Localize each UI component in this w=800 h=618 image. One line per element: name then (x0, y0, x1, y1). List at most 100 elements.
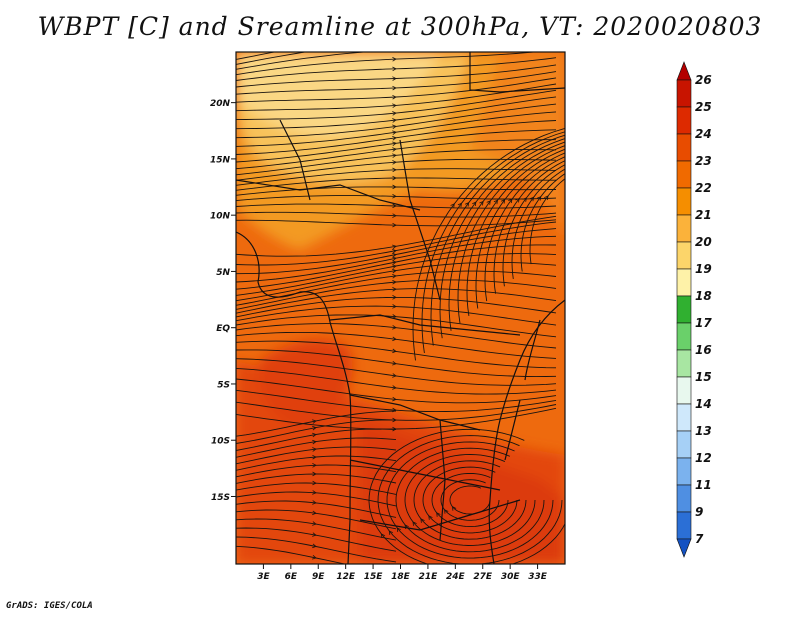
streamline-arrow (412, 521, 417, 526)
y-tick-label: 10N (210, 212, 231, 222)
streamline (484, 156, 565, 302)
streamline-arrow (392, 325, 397, 330)
colorbar-top-triangle (676, 61, 692, 81)
x-tick-label: 18E (391, 572, 411, 582)
y-tick-label: 15S (211, 493, 230, 503)
colorbar-label: 24 (695, 127, 712, 141)
colorbar-segment (676, 322, 692, 351)
streamline (448, 141, 565, 331)
colorbar-label: 9 (695, 505, 703, 519)
y-axis: 20N 15N 10N 5N EQ 5S 10S 15S (210, 99, 236, 503)
zone-north-pale-core (236, 52, 440, 138)
streamline (430, 134, 565, 346)
streamline-arrow (392, 252, 397, 258)
streamline-arrow (420, 518, 425, 523)
streamline-arrow (522, 197, 527, 202)
y-tick-label: 15N (210, 155, 231, 165)
streamline-arrow (392, 244, 397, 250)
streamline-arrow (392, 348, 397, 354)
colorbar-segment (676, 214, 692, 243)
y-tick-label: 5S (217, 380, 230, 390)
x-tick-label: 27E (473, 572, 493, 582)
streamline-arrow (392, 426, 397, 432)
streamline-arrow (392, 194, 397, 199)
streamline-arrow (392, 260, 397, 265)
streamline-arrow (392, 160, 397, 165)
colorbar-segment (676, 511, 692, 540)
streamline-arrow (515, 197, 520, 203)
colorbar-segment (676, 457, 692, 486)
colorbar-label: 25 (695, 100, 712, 114)
streamline-arrow (312, 532, 317, 537)
streamline-arrow (392, 385, 397, 390)
streamline-arrow (479, 200, 484, 206)
colorbar-label: 14 (695, 397, 712, 411)
streamline-arrow (392, 76, 397, 81)
streamline-arrow (392, 85, 397, 91)
streamline-arrow (392, 203, 397, 209)
streamline-arrow (392, 295, 397, 300)
colorbar-bottom-triangle (676, 538, 692, 558)
colorbar-label: 19 (695, 262, 712, 276)
streamline-arrow (312, 447, 317, 452)
streamline-arrow (392, 111, 397, 116)
streamline-arrow (312, 543, 317, 549)
streamline-arrow (392, 167, 397, 173)
colorbar-segment (676, 79, 692, 108)
streamline-arrow (392, 147, 397, 152)
streamline-arrow (392, 213, 397, 218)
streamline-arrow (392, 360, 397, 366)
streamline-arrow (392, 124, 397, 130)
streamline-arrow (450, 203, 455, 208)
map-field (236, 31, 565, 564)
streamline-arrow (392, 274, 397, 279)
streamline-arrow (312, 463, 317, 468)
streamline (511, 168, 565, 279)
streamline (439, 138, 565, 339)
streamline-arrow (392, 118, 397, 123)
streamline-arrow (312, 555, 317, 560)
colorbar-label: 15 (695, 370, 712, 384)
x-axis: 3E 6E 9E 12E 15E 18E 21E 24E 27E 30E 33E (257, 564, 548, 582)
streamline-arrow (392, 287, 397, 292)
streamline-arrow (392, 249, 397, 254)
colorbar-segment (676, 403, 692, 432)
streamline-arrow (312, 500, 317, 505)
colorbar-segment (676, 133, 692, 162)
streamline-arrow (452, 506, 457, 511)
x-tick-label: 33E (528, 572, 548, 582)
colorbar-segment (676, 295, 692, 324)
streamline-arrow (544, 195, 549, 201)
streamline-arrow (380, 533, 386, 539)
streamline-arrow (392, 57, 397, 62)
coastlines (236, 52, 565, 564)
x-tick-label: 21E (419, 572, 439, 582)
colorbar-segment (676, 106, 692, 135)
zone-west-hot (259, 339, 353, 430)
streamline-arrow (436, 512, 441, 517)
streamline-arrow (457, 202, 463, 208)
x-tick-label: 6E (285, 572, 298, 582)
colorbar-segment (676, 268, 692, 297)
streamline-arrow (392, 336, 397, 342)
streamline-arrow (392, 396, 397, 402)
streamline-arrow (392, 304, 397, 309)
colorbar-label: 7 (695, 532, 704, 546)
streamline-arrow (312, 471, 317, 477)
streamline-arrow (392, 153, 397, 158)
colorbar-label: 21 (695, 208, 712, 222)
colorbar-label: 26 (695, 73, 712, 87)
streamline-arrow (312, 521, 317, 526)
x-tick-label: 9E (312, 572, 325, 582)
streamline-arrow (312, 425, 317, 431)
chart-title: WBPT [C] and Sreamline at 300hPa, VT: 20… (37, 12, 763, 41)
grads-credit: GrADS: IGES/COLA (6, 601, 93, 611)
streamline-arrow (392, 31, 396, 35)
streamline-arrow (312, 454, 317, 460)
colorbar-segment (676, 430, 692, 459)
streamline (493, 160, 565, 294)
streamline-arrow (312, 490, 317, 495)
colorbar-segment (676, 187, 692, 216)
colorbar-segment (676, 241, 692, 270)
